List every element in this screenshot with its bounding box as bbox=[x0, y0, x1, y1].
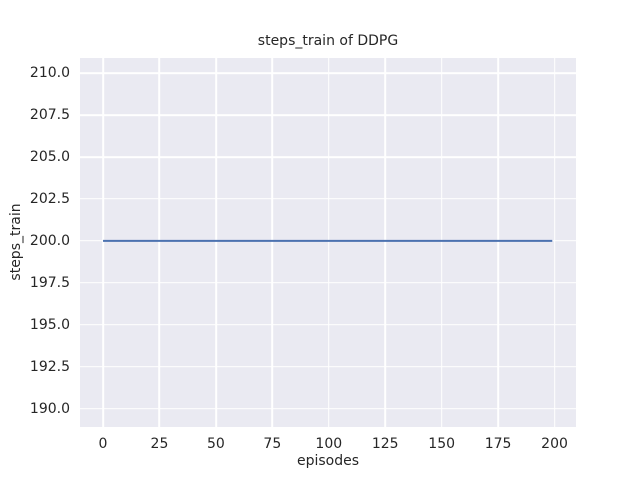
gridline-x bbox=[327, 58, 330, 427]
x-tick-label: 200 bbox=[541, 436, 568, 452]
y-tick-label: 205.0 bbox=[29, 148, 70, 165]
y-tick-label: 197.5 bbox=[29, 274, 70, 291]
y-tick-label: 190.0 bbox=[29, 400, 70, 417]
x-tick-label: 0 bbox=[98, 436, 108, 452]
y-tick-label: 210.0 bbox=[29, 65, 70, 82]
x-tick-label: 25 bbox=[150, 436, 169, 452]
gridline-x bbox=[271, 58, 274, 427]
gridline-x bbox=[215, 58, 217, 427]
x-tick-label: 50 bbox=[206, 436, 225, 452]
gridline-x bbox=[102, 58, 104, 427]
gridline-x bbox=[497, 58, 499, 427]
x-tick-label: 100 bbox=[315, 436, 343, 452]
x-tick-label: 175 bbox=[484, 436, 512, 452]
x-tick-label: 150 bbox=[428, 436, 456, 452]
gridline-x bbox=[440, 58, 443, 427]
x-tick-label: 75 bbox=[263, 436, 282, 452]
y-tick-label: 192.5 bbox=[29, 358, 70, 375]
gridline-x bbox=[158, 58, 161, 427]
y-tick-label: 202.5 bbox=[29, 190, 70, 207]
y-tick-label: 195.0 bbox=[29, 316, 70, 333]
y-tick-label: 207.5 bbox=[29, 107, 70, 124]
chart-title: steps_train of DDPG bbox=[257, 33, 399, 49]
gridline-x bbox=[384, 58, 387, 427]
y-tick-label: 200.0 bbox=[29, 232, 70, 249]
gridline-x bbox=[553, 58, 556, 427]
x-axis-label: episodes bbox=[296, 453, 360, 469]
plot-area bbox=[80, 58, 576, 427]
series-layer bbox=[103, 239, 553, 242]
x-tick-label: 125 bbox=[371, 436, 399, 452]
